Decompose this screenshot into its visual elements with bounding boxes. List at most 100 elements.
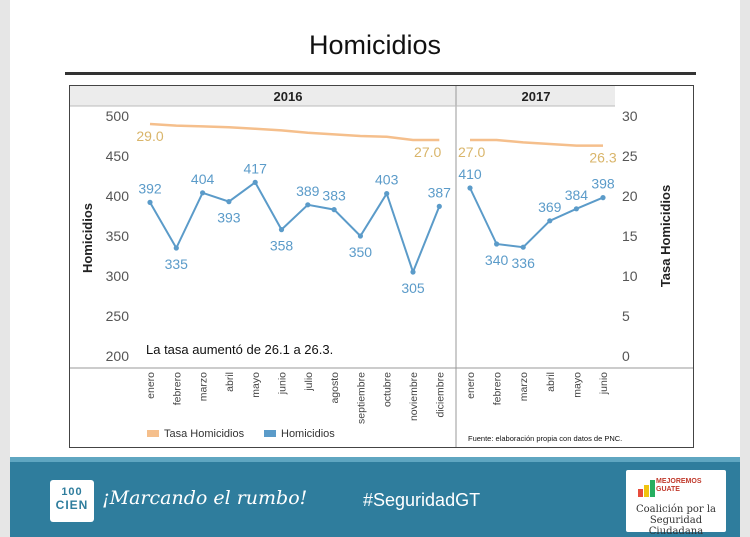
homicidios-label-2017: 336 xyxy=(512,255,536,271)
footer-band: 100 CIEN ¡Marcando el rumbo! #SeguridadG… xyxy=(10,462,740,537)
homicidios-label-2016: 387 xyxy=(428,184,452,200)
homicidios-label-2016: 404 xyxy=(191,171,215,187)
y-tick-right: 0 xyxy=(622,348,630,364)
y-tick-right: 5 xyxy=(622,308,630,324)
homicidios-label-2016: 403 xyxy=(375,172,399,188)
homicidios-point-2016 xyxy=(278,227,285,233)
x-tick-2017: junio xyxy=(598,372,610,395)
tasa-label: 26.3 xyxy=(589,150,616,166)
y-tick-right: 15 xyxy=(622,228,638,244)
y-tick-left: 400 xyxy=(106,188,130,204)
logo-bottom-text: CIEN xyxy=(55,498,89,512)
y-tick-left: 500 xyxy=(106,108,130,124)
coalition-name: Coalición por la Seguridad Ciudadana xyxy=(635,504,716,537)
homicidios-point-2016 xyxy=(200,190,206,196)
homicidios-label-2017: 369 xyxy=(538,199,562,215)
homicidios-label-2017: 340 xyxy=(485,252,509,268)
legend-label-homicidios: Homicidios xyxy=(281,428,335,440)
homicidios-label-2016: 350 xyxy=(349,244,373,260)
x-tick-2016: junio xyxy=(277,372,289,395)
homicidios-label-2017: 410 xyxy=(458,166,482,182)
homicidios-point-2016 xyxy=(357,233,363,239)
x-tick-2016: noviembre xyxy=(408,372,420,421)
tasa-line-2016 xyxy=(149,122,440,142)
x-tick-2016: octubre xyxy=(382,372,394,407)
homicidios-point-2017 xyxy=(600,195,606,201)
homicidios-point-2017 xyxy=(467,185,473,191)
homicidios-point-2016 xyxy=(305,202,311,208)
y-tick-left: 250 xyxy=(106,308,130,324)
x-tick-2017: marzo xyxy=(518,372,530,401)
year-label-2016: 2016 xyxy=(274,89,303,104)
homicidios-label-2017: 384 xyxy=(565,187,589,203)
homicidios-chart: 2016 2017 Homicidios Tasa Homicidios 500… xyxy=(70,86,693,447)
homicidios-point-2016 xyxy=(173,245,179,251)
x-tick-2016: julio xyxy=(303,372,315,392)
tasa-label: 27.0 xyxy=(414,144,441,160)
x-tick-2016: febrero xyxy=(171,372,183,405)
y-tick-right: 20 xyxy=(622,188,638,204)
homicidios-point-2016 xyxy=(410,269,416,275)
homicidios-point-2016 xyxy=(147,199,153,205)
y-axis-left-title: Homicidios xyxy=(80,203,95,273)
homicidios-point-2017 xyxy=(573,206,579,212)
tasa-label: 27.0 xyxy=(458,144,485,160)
slide: Homicidios 2016 2017 Homicidios Tasa Hom… xyxy=(10,0,740,537)
homicidios-line-2016 xyxy=(149,180,441,275)
chart-frame: 2016 2017 Homicidios Tasa Homicidios 500… xyxy=(69,85,694,448)
cien-logo: 100 CIEN xyxy=(50,480,94,522)
legend-label-tasa: Tasa Homicidios xyxy=(164,428,245,440)
homicidios-label-2016: 392 xyxy=(138,180,162,196)
homicidios-label-2016: 335 xyxy=(165,256,189,272)
y-tick-right: 10 xyxy=(622,268,638,284)
tasa-line-2017 xyxy=(470,138,603,147)
footer-tagline: ¡Marcando el rumbo! xyxy=(102,487,308,509)
y-tick-left: 450 xyxy=(106,148,130,164)
x-tick-2016: septiembre xyxy=(355,372,367,424)
x-tick-2017: febrero xyxy=(492,372,504,405)
logo-top-text: 100 xyxy=(61,486,83,498)
y-tick-left: 350 xyxy=(106,228,130,244)
homicidios-label-2016: 383 xyxy=(322,188,346,204)
coalition-mark-icon xyxy=(638,480,655,497)
footer-accent xyxy=(10,457,740,462)
y-tick-right: 25 xyxy=(622,148,638,164)
coalition-badge-text: MEJOREMOS GUATE xyxy=(656,478,702,493)
y-axis-right-title: Tasa Homicidios xyxy=(658,185,673,287)
x-tick-2016: mayo xyxy=(250,372,262,398)
coalition-logo: MEJOREMOS GUATE Coalición por la Segurid… xyxy=(626,470,726,537)
source-note: Fuente: elaboración propia con datos de … xyxy=(468,434,622,443)
y-tick-left: 300 xyxy=(106,268,130,284)
homicidios-label-2016: 417 xyxy=(244,160,268,176)
year-label-2017: 2017 xyxy=(522,89,551,104)
x-tick-2017: mayo xyxy=(571,372,583,398)
homicidios-point-2016 xyxy=(436,203,442,209)
homicidios-label-2016: 393 xyxy=(217,210,241,226)
x-tick-2016: marzo xyxy=(198,372,210,401)
tasa-label: 29.0 xyxy=(136,128,163,144)
y-tick-right: 30 xyxy=(622,108,638,124)
homicidios-point-2017 xyxy=(547,218,553,224)
x-tick-2017: enero xyxy=(465,372,477,399)
x-tick-2017: abril xyxy=(545,372,557,392)
homicidios-line-2017 xyxy=(469,187,604,249)
x-tick-2016: agosto xyxy=(329,372,341,404)
homicidios-point-2016 xyxy=(252,179,258,185)
homicidios-label-2016: 305 xyxy=(401,280,425,296)
homicidios-point-2016 xyxy=(384,191,390,197)
x-tick-2016: enero xyxy=(145,372,157,399)
legend-swatch-homicidios xyxy=(264,430,276,437)
y-tick-left: 200 xyxy=(106,348,130,364)
chart-annotation: La tasa aumentó de 26.1 a 26.3. xyxy=(146,342,333,357)
footer-hashtag: #SeguridadGT xyxy=(363,490,481,510)
homicidios-label-2016: 389 xyxy=(296,183,320,199)
x-tick-2016: diciembre xyxy=(434,372,446,418)
x-tick-2016: abril xyxy=(224,372,236,392)
homicidios-point-2016 xyxy=(331,207,337,213)
year-header-band xyxy=(70,86,615,106)
homicidios-label-2016: 358 xyxy=(270,238,294,254)
homicidios-point-2017 xyxy=(520,244,526,250)
title-divider xyxy=(65,72,696,75)
homicidios-point-2017 xyxy=(494,241,500,247)
homicidios-point-2016 xyxy=(226,199,232,205)
